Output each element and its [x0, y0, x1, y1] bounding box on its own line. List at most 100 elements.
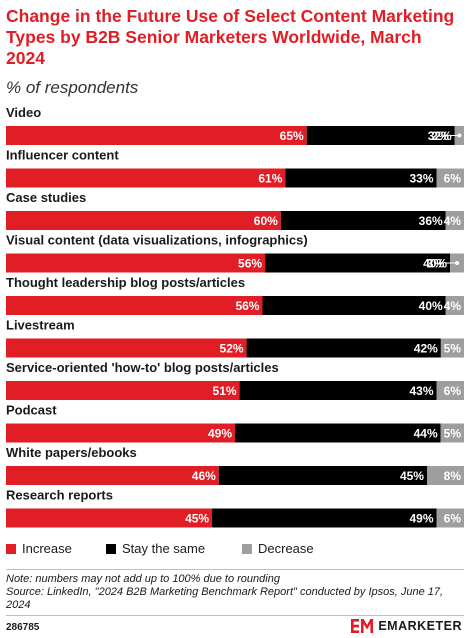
- category-label: Livestream: [6, 318, 75, 333]
- chart-id: 286785: [6, 622, 40, 633]
- chart-svg: Video 65% 32%2% Influencer content 61% 33% 6% C…: [6, 105, 464, 528]
- footer-divider: [6, 615, 464, 616]
- value-label: 45%: [400, 469, 424, 483]
- bar-stay-the-same: [239, 381, 437, 400]
- value-label: 4%: [444, 214, 462, 228]
- value-label: 4%: [444, 299, 462, 313]
- legend-item-decrease: Decrease: [242, 541, 314, 556]
- legend-label-increase: Increase: [22, 541, 72, 556]
- value-label: 56%: [238, 257, 262, 271]
- value-label: 6%: [444, 512, 462, 526]
- bar-decrease: [440, 423, 464, 443]
- bar-row-white-papers-ebooks: White papers/ebooks 46% 45% 8%: [6, 445, 464, 485]
- bar-decrease: [440, 338, 464, 358]
- category-label: Thought leadership blog posts/articles: [6, 275, 245, 290]
- bar-row-livestream: Livestream 52% 42% 5%: [6, 318, 464, 358]
- category-label: Podcast: [6, 403, 57, 418]
- category-label: Service-oriented 'how-to' blog posts/art…: [6, 360, 279, 375]
- value-label: 8%: [444, 469, 462, 483]
- bar-increase: [6, 338, 247, 358]
- bar-stay-the-same: [265, 253, 451, 273]
- bar-stay-the-same: [246, 338, 441, 358]
- legend-swatch-decrease: [242, 543, 252, 554]
- bar-increase: [6, 508, 213, 528]
- bar-decrease: [436, 508, 464, 528]
- bar-decrease: [426, 466, 464, 485]
- chart-title: Change in the Future Use of Select Conte…: [6, 6, 455, 68]
- legend-swatch-stay-the-same: [106, 543, 116, 554]
- value-label: 60%: [254, 214, 278, 228]
- bar-row-research-reports: Research reports 45% 49% 6%: [6, 488, 464, 528]
- bar-decrease: [436, 168, 464, 188]
- value-leader-dot: [457, 133, 462, 138]
- legend-swatch-increase: [6, 543, 16, 554]
- value-label: 43%: [409, 384, 433, 398]
- value-label: 5%: [444, 427, 462, 441]
- value-label: 61%: [258, 172, 282, 186]
- value-label: 6%: [444, 384, 462, 398]
- bar-row-thought-leadership-blog-posts-articles: Thought leadership blog posts/articles 56…: [6, 275, 464, 315]
- bar-stay-the-same: [285, 168, 437, 188]
- legend-label-stay-the-same: Stay the same: [122, 541, 206, 556]
- note-text: Note: numbers may not add up to 100% due…: [6, 573, 280, 585]
- bar-stay-the-same: [218, 466, 427, 485]
- bar-decrease: [445, 296, 464, 315]
- value-label: 3%: [427, 257, 445, 271]
- bar-increase: [6, 168, 286, 188]
- chart-notes: Note: numbers may not add up to 100% due…: [6, 573, 461, 612]
- value-label: 51%: [213, 384, 237, 398]
- value-label: 52%: [220, 342, 244, 356]
- legend-item-increase: Increase: [6, 541, 72, 556]
- bar-row-video: Video 65% 32%2%: [6, 105, 464, 145]
- bar-stay-the-same: [262, 296, 446, 315]
- bar-decrease: [445, 211, 464, 230]
- source-text: Source: LinkedIn, "2024 B2B Marketing Be…: [6, 586, 444, 611]
- value-label: 49%: [409, 512, 433, 526]
- category-label: Case studies: [6, 190, 86, 205]
- bar-stay-the-same: [306, 126, 455, 145]
- category-label: Visual content (data visualizations, inf…: [6, 233, 308, 248]
- bar-row-influencer-content: Influencer content 61% 33% 6%: [6, 148, 464, 188]
- value-leader-dot: [455, 261, 460, 265]
- category-label: White papers/ebooks: [6, 445, 137, 460]
- brand: EMARKETER: [351, 618, 462, 634]
- bar-increase: [6, 211, 281, 230]
- chart-legend: Increase Stay the same Decrease: [6, 541, 466, 559]
- value-label: 45%: [185, 512, 209, 526]
- brand-name: EMARKETER: [378, 619, 462, 633]
- value-label: 40%: [423, 257, 447, 271]
- value-label: 32%: [428, 129, 452, 143]
- value-label: 2%: [431, 129, 449, 143]
- category-label: Research reports: [6, 488, 113, 503]
- value-label: 36%: [419, 214, 443, 228]
- bar-increase: [6, 253, 266, 273]
- bar-stay-the-same: [212, 508, 437, 528]
- stacked-bar-chart: Video 65% 32% 2% Influencer content 61% 33% 6% C…: [0, 100, 470, 540]
- bar-row-podcast: Podcast 49% 44% 5%: [6, 403, 464, 443]
- bar-row-visual-content-data-visualizations-infographics: Visual content (data visualizations, inf…: [6, 233, 464, 273]
- bar-row-case-studies: Case studies 60% 36% 4%: [6, 190, 464, 230]
- value-label: 5%: [444, 342, 462, 356]
- value-label: 49%: [208, 427, 232, 441]
- legend-label-decrease: Decrease: [258, 541, 314, 556]
- bar-row-service-oriented-how-to-blog-posts-articles: Service-oriented 'how-to' blog posts/art…: [6, 360, 464, 400]
- bar-stay-the-same: [280, 211, 446, 230]
- value-label: 44%: [414, 427, 438, 441]
- value-label: 40%: [419, 299, 443, 313]
- bar-increase: [6, 381, 240, 400]
- value-label: 65%: [280, 129, 304, 143]
- value-label: 33%: [409, 172, 433, 186]
- bar-increase: [6, 466, 219, 485]
- legend-item-stay-the-same: Stay the same: [106, 541, 205, 556]
- bar-increase: [6, 126, 307, 145]
- value-label: 42%: [414, 342, 438, 356]
- notes-divider: [6, 569, 464, 570]
- value-label: 6%: [444, 172, 462, 186]
- bar-increase: [6, 296, 263, 315]
- value-label: 46%: [192, 469, 216, 483]
- bar-stay-the-same: [235, 423, 441, 443]
- emarketer-logo-icon: [351, 619, 374, 633]
- bar-decrease: [436, 381, 464, 400]
- category-label: Influencer content: [6, 148, 119, 163]
- category-label: Video: [6, 105, 41, 120]
